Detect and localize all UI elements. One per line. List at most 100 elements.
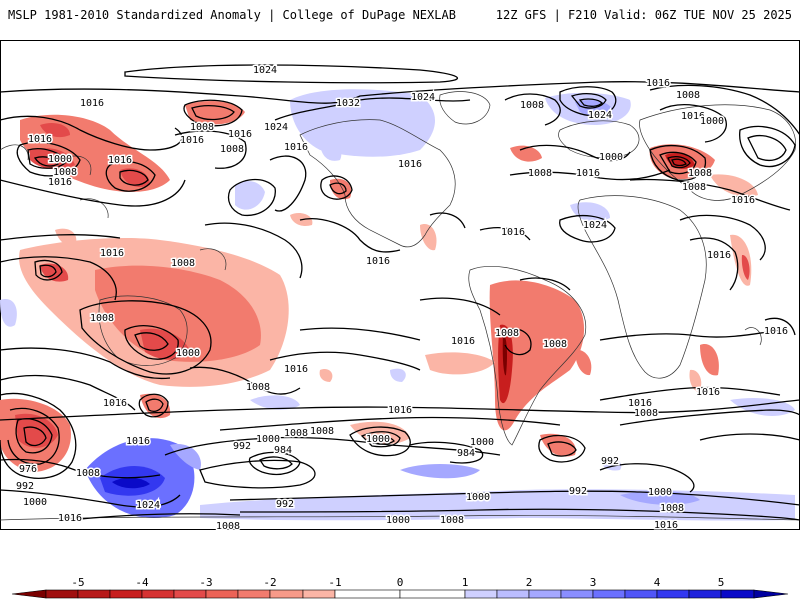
isobar-label: 1008 <box>520 100 544 111</box>
isobar-label: 1008 <box>682 182 706 193</box>
colorbar-segments <box>11 589 789 599</box>
isobar-label: 1000 <box>466 492 490 503</box>
isobar-label: 1008 <box>190 122 214 133</box>
isobars <box>0 64 800 521</box>
colorbar-segment <box>464 589 498 599</box>
isobar-label: 1024 <box>411 92 435 103</box>
isobar-label: 1016 <box>28 134 52 145</box>
colorbar-tick: 3 <box>590 576 597 589</box>
isobar-label: 1008 <box>634 408 658 419</box>
africa-outline <box>577 195 707 379</box>
isobar-label: 992 <box>601 456 619 467</box>
isobar-1016-southern <box>69 513 241 521</box>
colorbar-tick: -1 <box>328 576 341 589</box>
isobar-label: 1016 <box>48 177 72 188</box>
isobar-label: 1008 <box>676 90 700 101</box>
isobar-label: 1000 <box>700 116 724 127</box>
colorbar-arrow-right <box>753 589 789 599</box>
isobar-label: 1016 <box>654 520 678 530</box>
isobar-label: 1008 <box>543 339 567 350</box>
isobar-label: 1000 <box>366 434 390 445</box>
isobar-label: 992 <box>569 486 587 497</box>
south-america-outline <box>468 266 587 446</box>
isobar-1024-arctic <box>124 64 459 84</box>
isobar-1000-southern <box>229 490 800 506</box>
isobar-label: 992 <box>276 499 294 510</box>
isobar-label: 1008 <box>440 515 464 526</box>
colorbar-tick: 0 <box>397 576 404 589</box>
isobar-label: 1016 <box>628 398 652 409</box>
isobar-label: 992 <box>16 481 34 492</box>
colorbar-segment <box>334 589 401 599</box>
isobar-label: 1016 <box>228 129 252 140</box>
isobar-label: 1016 <box>284 142 308 153</box>
isobar-label: 984 <box>457 448 475 459</box>
isobar-label: 1016 <box>764 326 788 337</box>
colorbar-tick: -5 <box>71 576 84 589</box>
mslp-anomaly-map: 1024 1016 1032 1024 1008 1024 1016 1008 … <box>0 40 800 530</box>
australia-outline <box>98 295 188 366</box>
europe-outline <box>558 120 640 159</box>
colorbar-tick: -2 <box>263 576 276 589</box>
isobar-label: 1016 <box>398 159 422 170</box>
colorbar-tick-labels: -5 -4 -3 -2 -1 0 1 2 3 4 5 <box>71 576 724 589</box>
isobar-label: 1024 <box>253 65 277 76</box>
isobar-label: 1024 <box>264 122 288 133</box>
isobar-labels: 1024 1016 1032 1024 1008 1024 1016 1008 … <box>14 64 789 531</box>
positive-anomaly-east-pacific <box>235 180 265 210</box>
colorbar-segment <box>624 589 658 599</box>
colorbar-segment <box>528 589 562 599</box>
isobar-label: 1000 <box>470 437 494 448</box>
colorbar-segment <box>45 589 79 599</box>
isobar-label: 1016 <box>108 155 132 166</box>
isobar-label: 1016 <box>180 135 204 146</box>
north-america-outline <box>299 119 456 248</box>
isobar-label: 1000 <box>176 348 200 359</box>
isobar-label: 1008 <box>528 168 552 179</box>
isobar-label: 1016 <box>501 227 525 238</box>
isobar-label: 1008 <box>53 167 77 178</box>
isobar-label: 1000 <box>256 434 280 445</box>
isobar-label: 1008 <box>495 328 519 339</box>
model-run-info: 12Z GFS | F210 Valid: 06Z TUE NOV 25 202… <box>495 8 792 22</box>
colorbar-segment <box>560 589 594 599</box>
isobar-label: 1016 <box>103 398 127 409</box>
isobar-label: 1008 <box>246 382 270 393</box>
isobar-label: 1000 <box>386 515 410 526</box>
isobar-label: 1000 <box>599 152 623 163</box>
colorbar-segment <box>269 589 304 599</box>
colorbar-segment <box>173 589 207 599</box>
coastlines <box>0 91 800 521</box>
colorbar-tick: -3 <box>199 576 212 589</box>
isobar-label: 1016 <box>80 98 104 109</box>
isobar-label: 1016 <box>366 256 390 267</box>
isobar-label: 1008 <box>310 426 334 437</box>
isobar-1008-south-pacific <box>79 300 212 375</box>
isobar-label: 1024 <box>136 500 160 511</box>
isobar-label: 1008 <box>660 503 684 514</box>
anomaly-shading <box>0 89 795 521</box>
colorbar-tick: -4 <box>135 576 149 589</box>
isobar-label: 1008 <box>284 428 308 439</box>
isobar-label: 1008 <box>76 468 100 479</box>
isobar-label: 984 <box>274 445 292 456</box>
greenland-outline <box>439 91 491 125</box>
colorbar-segment <box>237 589 271 599</box>
isobar-label: 992 <box>233 441 251 452</box>
isobar-label: 1016 <box>126 436 150 447</box>
colorbar-segment <box>496 589 530 599</box>
isobar-label: 1016 <box>284 364 308 375</box>
colorbar-segment <box>720 589 755 599</box>
colorbar-segment <box>656 589 690 599</box>
isobar-label: 1016 <box>576 168 600 179</box>
colorbar: -5 -4 -3 -2 -1 0 1 2 3 4 5 <box>11 576 789 599</box>
isobar-1008-pacific <box>183 99 243 127</box>
isobar-label: 1024 <box>588 110 612 121</box>
negative-anomaly-south-america <box>489 280 585 431</box>
isobar-992-low <box>199 459 316 489</box>
colorbar-segment <box>399 589 466 599</box>
isobar-label: 1016 <box>100 248 124 259</box>
isobar-label: 1008 <box>90 313 114 324</box>
colorbar-tick: 4 <box>654 576 661 589</box>
colorbar-segment <box>688 589 722 599</box>
